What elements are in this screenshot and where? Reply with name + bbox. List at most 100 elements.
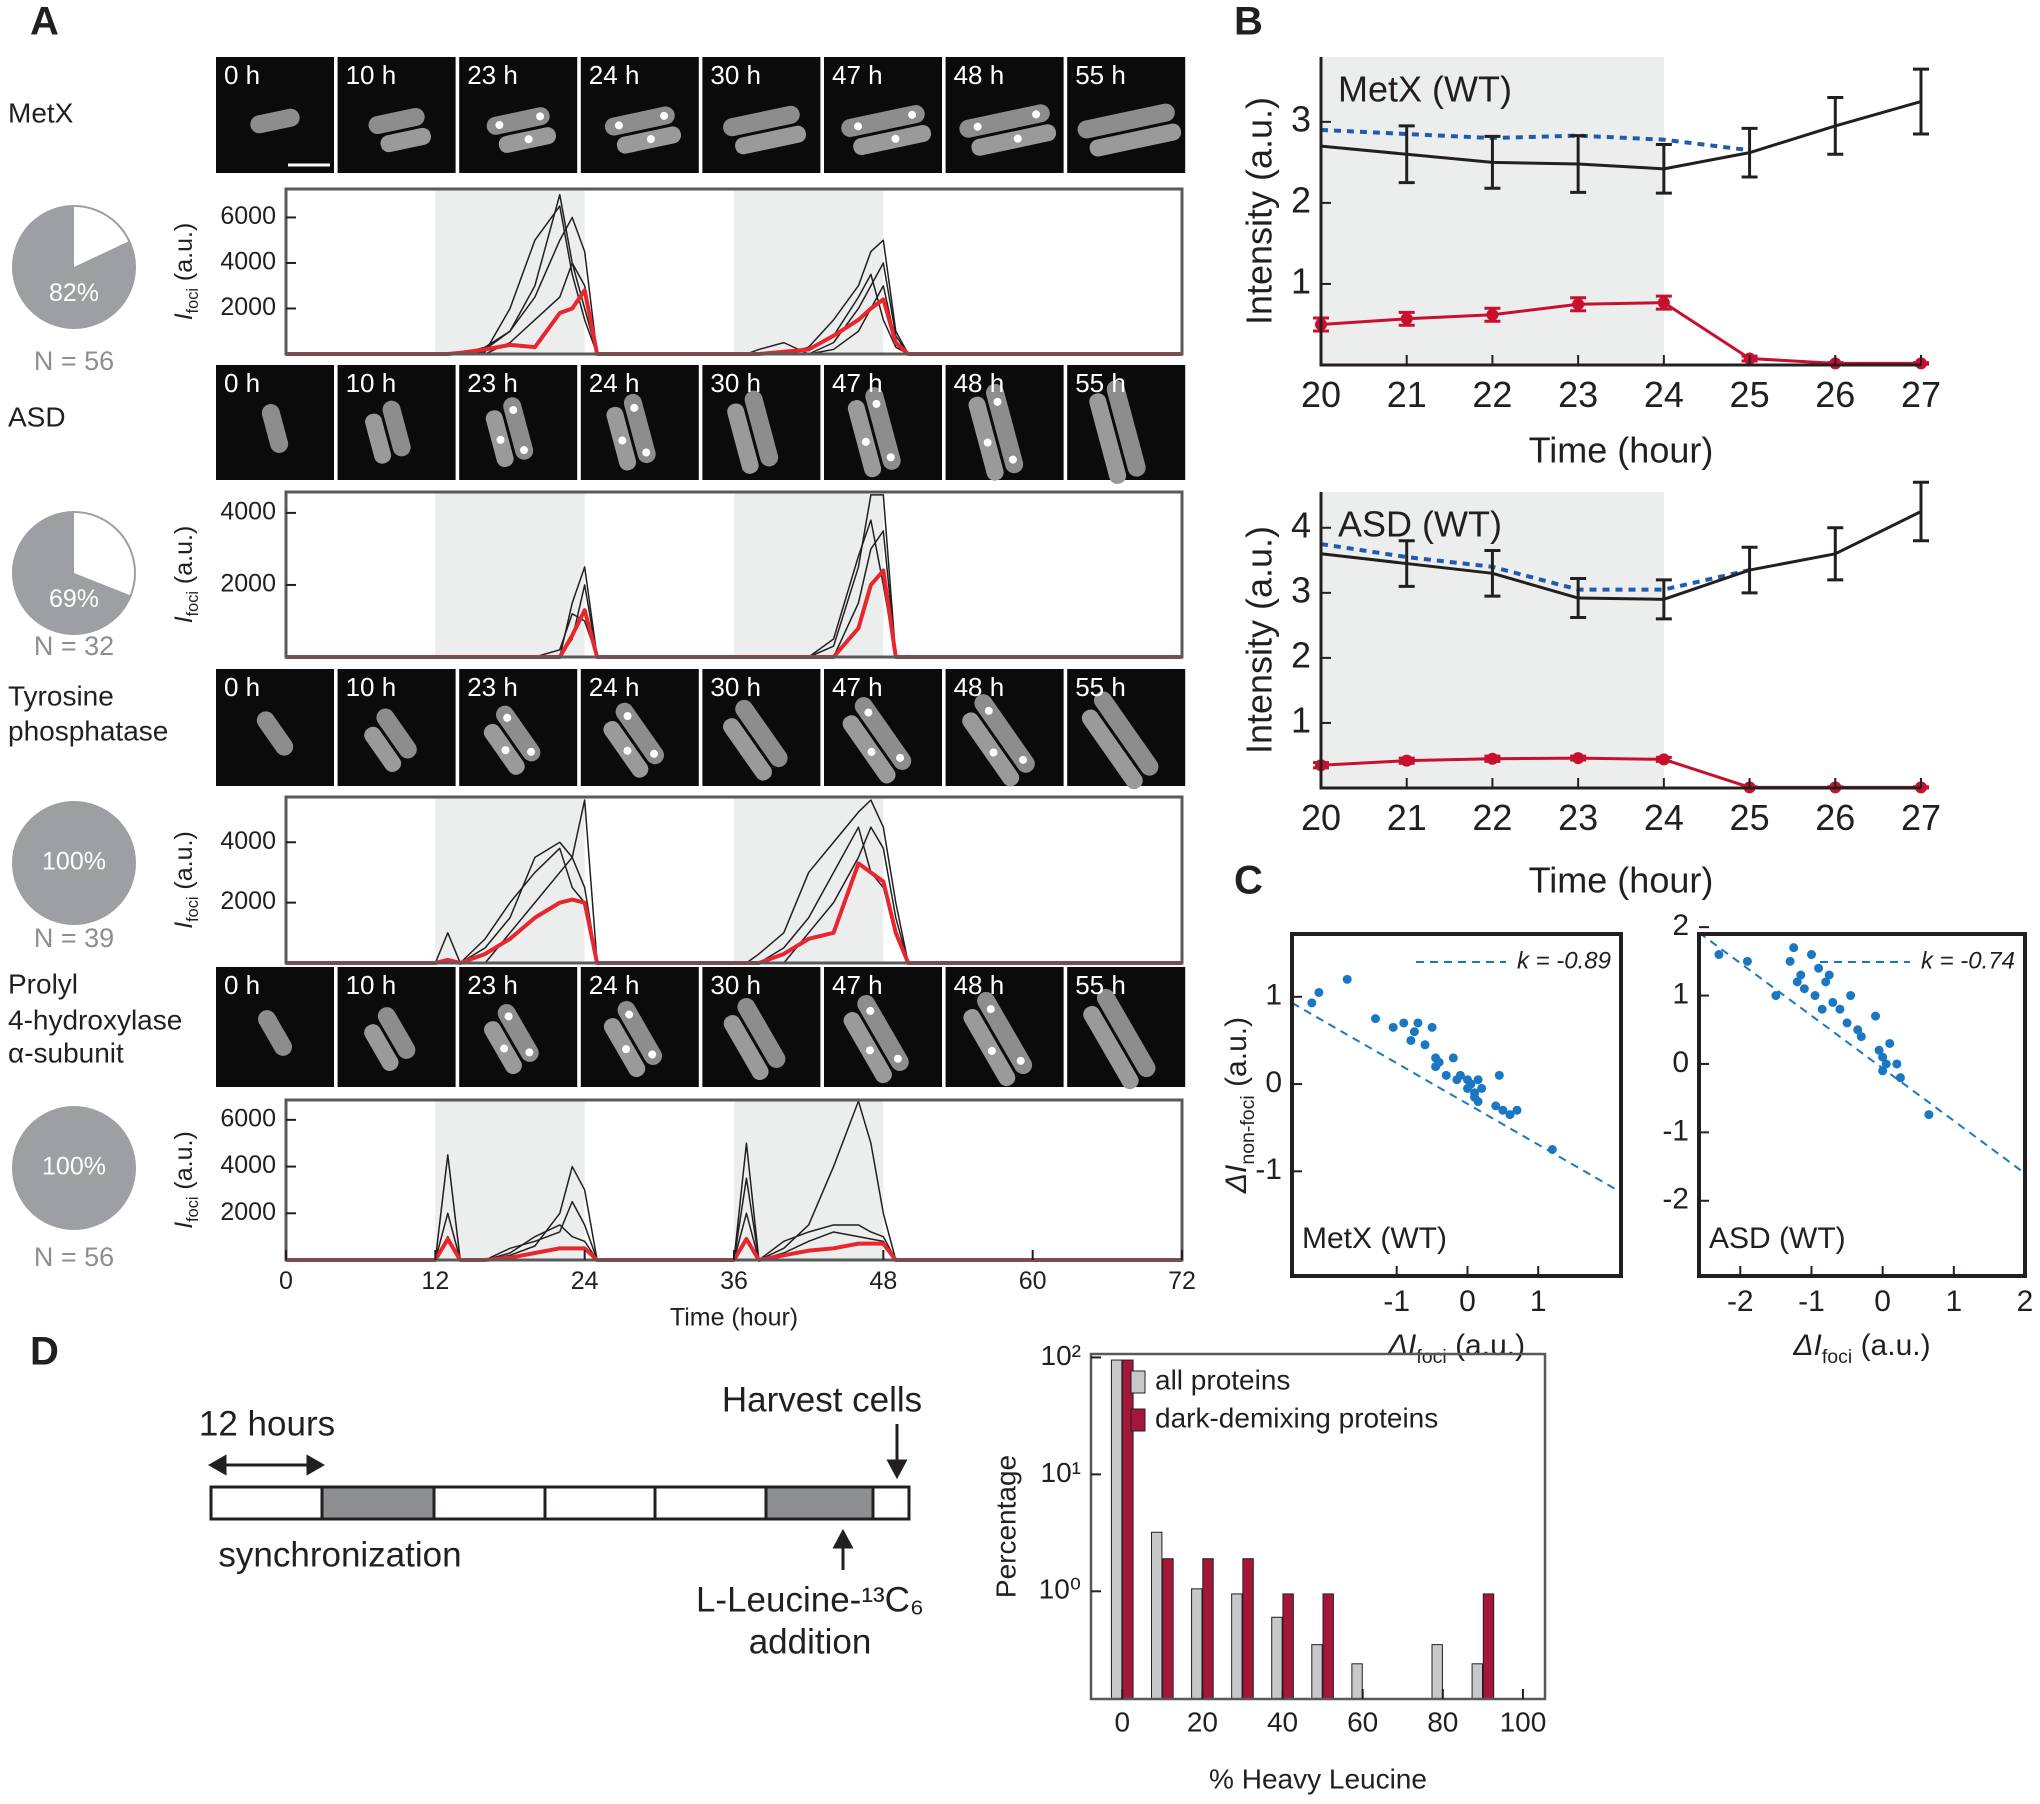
y-tick-label: 6000 <box>220 1104 276 1132</box>
point <box>1406 1035 1416 1045</box>
x-axis-label: ΔIfoci (a.u.) <box>1387 1329 1525 1368</box>
point <box>1494 1070 1504 1080</box>
time-label: 30 h <box>710 970 761 1000</box>
focus <box>1032 110 1041 119</box>
annotation: ASD (WT) <box>1709 1222 1846 1255</box>
annotation: MetX (WT) <box>1302 1222 1447 1255</box>
cell <box>604 106 675 136</box>
point <box>1810 991 1820 1001</box>
fit-line <box>1291 1002 1622 1194</box>
point <box>1477 1083 1487 1093</box>
point <box>1881 1059 1891 1069</box>
cell <box>623 393 656 464</box>
cell-group <box>962 694 1035 787</box>
x-tick-label: -1 <box>1383 1285 1410 1318</box>
point <box>1441 1070 1451 1080</box>
line <box>1320 301 1921 365</box>
x-tick-label: 1 <box>1530 1285 1547 1318</box>
point <box>1785 956 1795 966</box>
x-tick-label: 12 <box>421 1267 449 1295</box>
n-label: N = 56 <box>34 346 114 376</box>
focus <box>973 122 982 131</box>
bar <box>1191 1588 1203 1700</box>
cell <box>256 711 294 756</box>
addition-label: addition <box>749 1622 872 1661</box>
error-bar <box>1570 577 1587 620</box>
bar <box>1351 1663 1363 1700</box>
time-label: 0 h <box>224 368 260 398</box>
focus <box>867 747 876 756</box>
point <box>1821 977 1831 987</box>
plot-frame <box>1089 1352 1547 1701</box>
row-label: 4-hydroxylase <box>8 1004 182 1035</box>
bar <box>1110 1359 1123 1700</box>
cell <box>735 699 788 768</box>
cell-group <box>1077 103 1182 157</box>
y-tick-label: 10² <box>1041 1340 1081 1371</box>
point <box>1878 1066 1888 1076</box>
point <box>1742 956 1752 966</box>
cell-group <box>604 106 682 154</box>
point <box>1789 943 1799 953</box>
row-label: α-subunit <box>8 1037 124 1068</box>
fit-label: k = -0.74 <box>1921 947 2015 974</box>
focus <box>864 708 873 717</box>
cell-group <box>485 397 534 468</box>
y-tick-label: -1 <box>1255 1153 1282 1186</box>
timeline <box>207 1424 911 1570</box>
x-tick-label: 48 <box>869 1267 897 1295</box>
time-label: 48 h <box>954 970 1005 1000</box>
label-part: ΔI <box>1792 1329 1821 1362</box>
label-part: (a.u.) <box>170 223 198 288</box>
point <box>1835 1004 1845 1014</box>
row-label: Tyrosine <box>8 680 114 711</box>
focus <box>503 713 512 722</box>
cell-group <box>1083 988 1156 1090</box>
label-part: foci <box>1416 1346 1446 1368</box>
x-tick-label: 24 <box>1644 797 1684 838</box>
focus <box>866 1006 875 1015</box>
y-axis-label: Intensity (a.u.) <box>1239 97 1280 325</box>
x-tick-label: 27 <box>1901 374 1941 415</box>
point <box>1388 1022 1398 1032</box>
cell-group <box>841 105 932 156</box>
label-part: foci <box>184 1197 202 1222</box>
sync-label: synchronization <box>218 1535 461 1574</box>
row-label: phosphatase <box>8 715 168 746</box>
y-tick-label: 1 <box>1291 699 1311 740</box>
legend-label: all proteins <box>1155 1364 1290 1395</box>
cell <box>258 1010 292 1056</box>
row-label: Prolyl <box>8 968 78 999</box>
label-part: foci <box>184 897 202 922</box>
cell-group <box>847 387 901 478</box>
cell <box>727 403 759 474</box>
y-tick-label: 4000 <box>220 1151 276 1179</box>
shaded-region <box>734 1100 884 1260</box>
cell <box>376 708 417 759</box>
y-tick-label: -1 <box>1662 1114 1689 1147</box>
arrow-head <box>886 1459 908 1480</box>
cell-group <box>843 994 909 1084</box>
time-label: 10 h <box>346 60 397 90</box>
y-tick-label: 3 <box>1291 98 1311 139</box>
arrow-head <box>832 1528 854 1549</box>
x-tick-label: 24 <box>571 1267 599 1295</box>
focus <box>908 110 917 119</box>
cell <box>735 125 807 155</box>
y-tick-label: 2 <box>1291 179 1311 220</box>
time-label: 55 h <box>1075 368 1126 398</box>
cell <box>986 383 1024 474</box>
cell-group <box>364 708 417 772</box>
y-axis-label: Intensity (a.u.) <box>1239 526 1280 754</box>
x-tick-label: 0 <box>1459 1285 1476 1318</box>
point <box>1714 950 1724 960</box>
point <box>1817 1004 1827 1014</box>
time-label: 0 h <box>224 672 260 702</box>
focus <box>983 438 992 447</box>
shaded-region <box>435 1100 585 1260</box>
cell <box>1089 393 1127 484</box>
cell-group <box>723 699 788 781</box>
cell <box>1089 123 1182 157</box>
panel-letter: D <box>30 1330 59 1374</box>
